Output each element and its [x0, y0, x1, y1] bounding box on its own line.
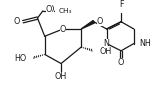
- Text: O: O: [46, 5, 52, 14]
- Text: HO: HO: [14, 54, 27, 63]
- Text: CH₃: CH₃: [58, 8, 72, 14]
- Text: O: O: [118, 58, 124, 67]
- Text: O: O: [60, 24, 66, 33]
- Text: O: O: [48, 5, 54, 14]
- Text: O: O: [97, 17, 103, 26]
- Text: O: O: [14, 17, 20, 26]
- Text: OH: OH: [55, 72, 67, 81]
- Polygon shape: [81, 21, 94, 29]
- Text: N: N: [104, 39, 110, 48]
- Text: OH: OH: [99, 47, 111, 56]
- Text: –: –: [59, 8, 63, 14]
- Text: NH: NH: [139, 39, 151, 48]
- Text: F: F: [119, 0, 123, 9]
